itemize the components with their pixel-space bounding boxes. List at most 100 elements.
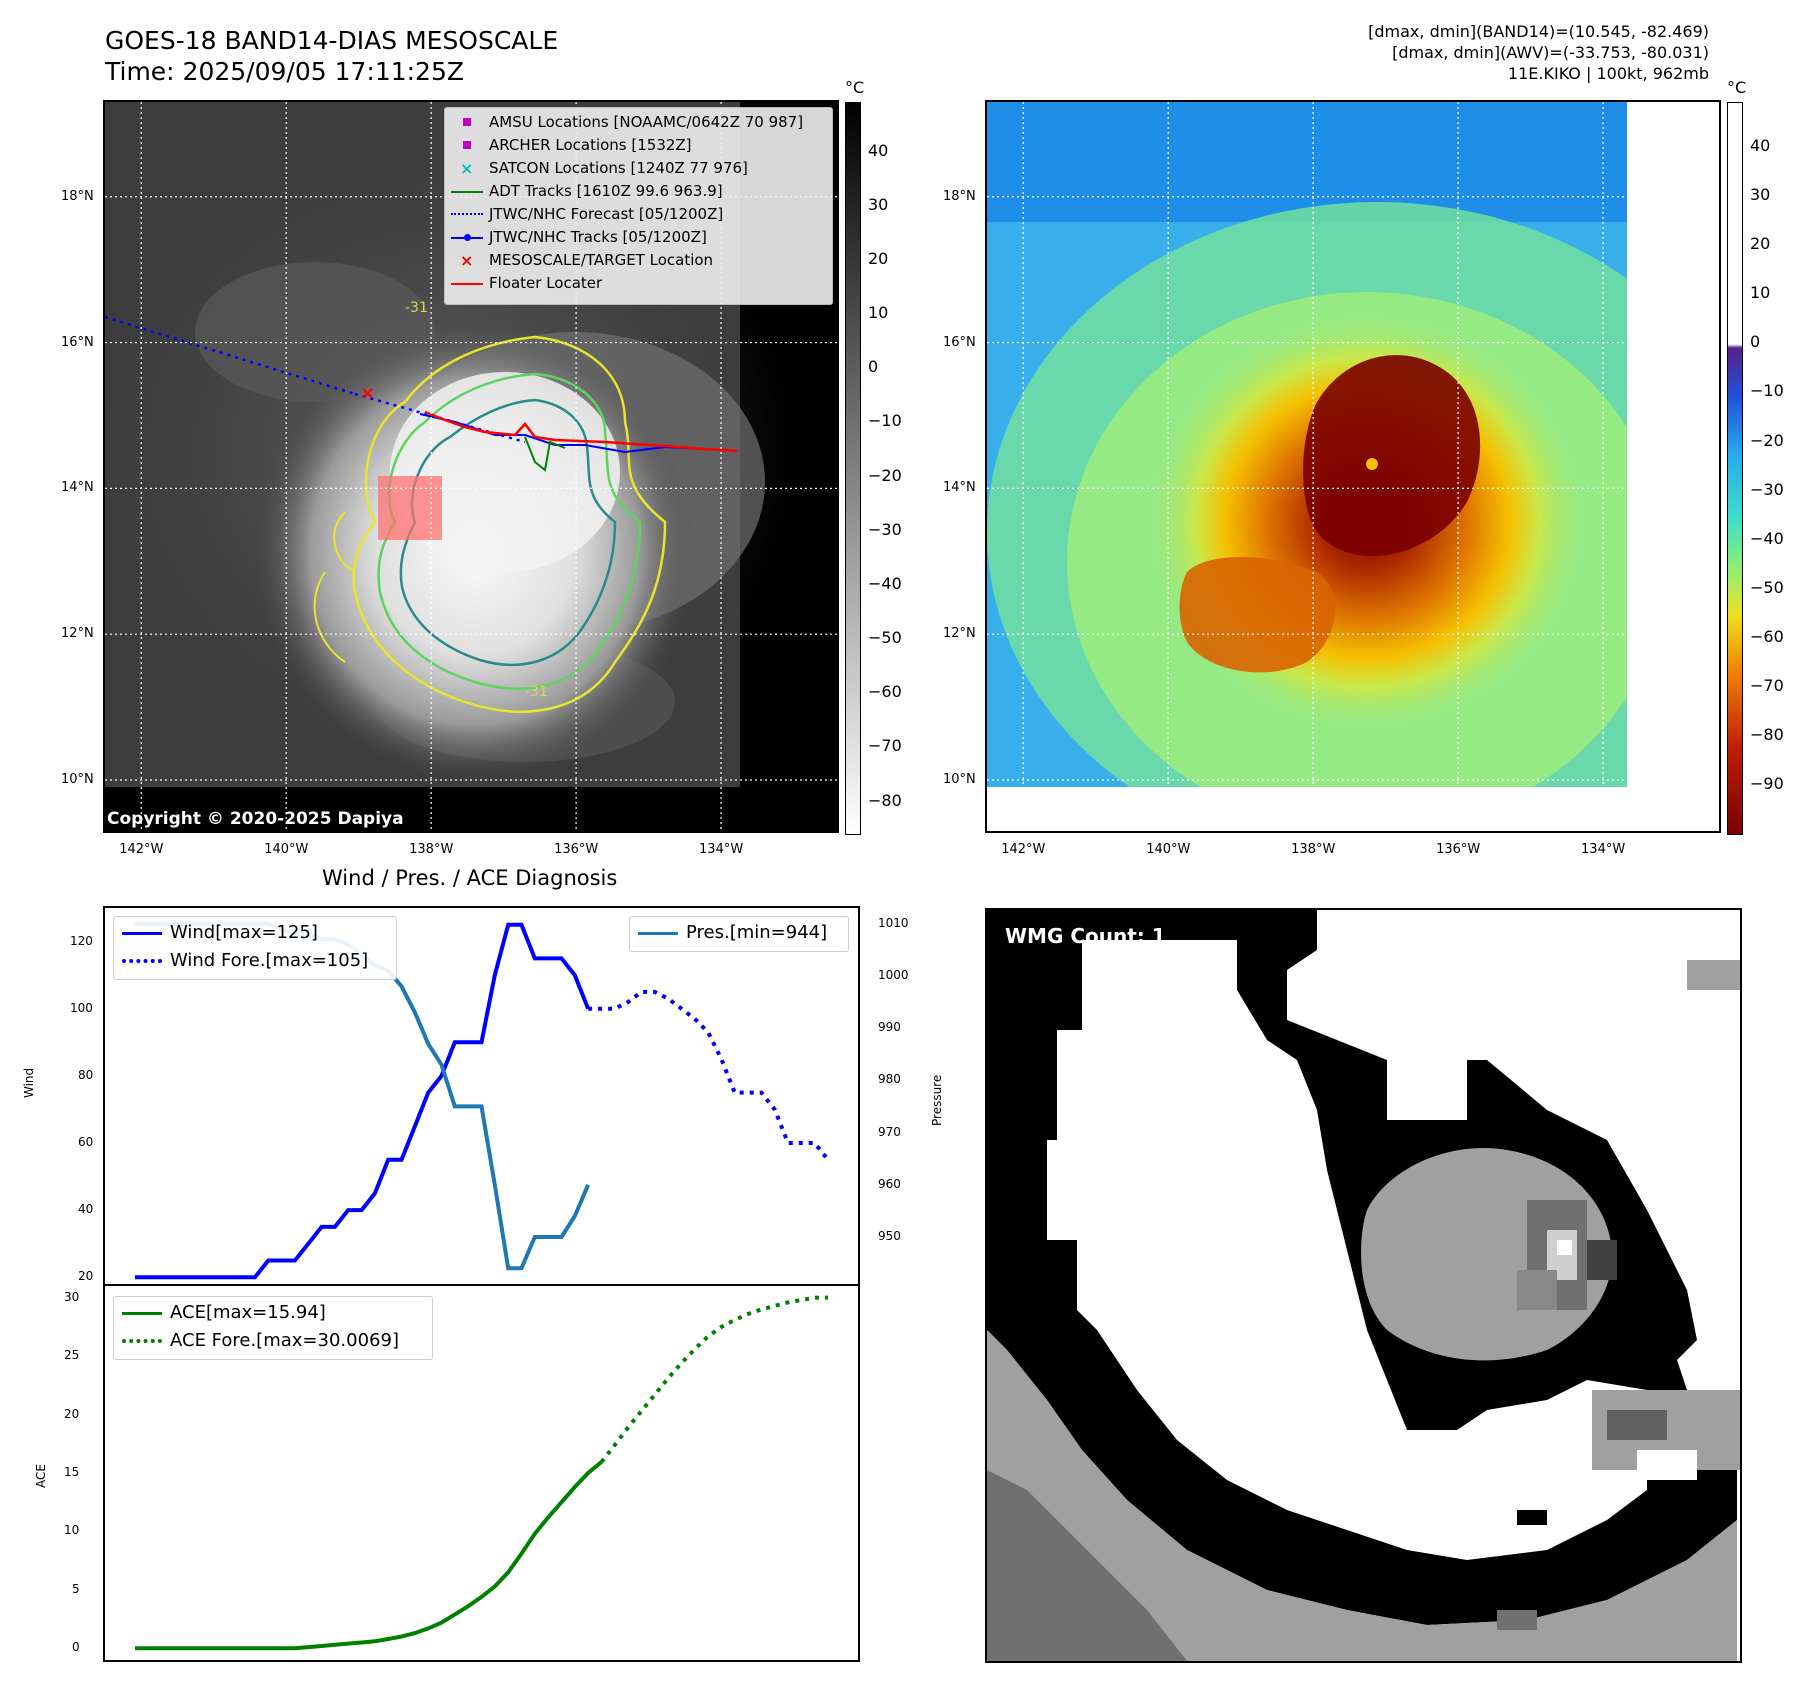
colorbar_color-colorbar-tick: −30 bbox=[1750, 479, 1784, 499]
pressure-tick: 960 bbox=[878, 1176, 901, 1191]
wmg-map: WMG Count: 1 bbox=[985, 908, 1742, 1663]
color-lon-tick: 134°W bbox=[1581, 842, 1626, 857]
color-lat-tick: 18°N bbox=[943, 188, 976, 204]
gray-lat-tick: 14°N bbox=[61, 480, 94, 496]
colorbar_gray-colorbar-tick: −10 bbox=[868, 411, 902, 431]
colorbar-color bbox=[1727, 102, 1743, 835]
map-legend-item: × MESOSCALE/TARGET Location bbox=[445, 249, 832, 272]
wind-tick: 20 bbox=[78, 1269, 94, 1284]
pressure-tick: 990 bbox=[878, 1020, 901, 1035]
ace-svg bbox=[135, 1295, 829, 1651]
map-legend-item: × SATCON Locations [1240Z 77 976] bbox=[445, 157, 832, 180]
colorbar_gray-colorbar-tick: −80 bbox=[868, 790, 902, 810]
info-line2: [dmax, dmin](AWV)=(-33.753, -80.031) bbox=[1392, 43, 1709, 62]
wmg-count: WMG Count: 1 bbox=[1005, 924, 1166, 948]
ace-tick: 30 bbox=[64, 1289, 80, 1304]
color-lon-tick: 136°W bbox=[1436, 842, 1481, 857]
gray-lon-tick: 140°W bbox=[264, 842, 309, 857]
color-lon-tick: 142°W bbox=[1001, 842, 1046, 857]
wind-tick: 100 bbox=[70, 1000, 93, 1015]
colorbar_color-colorbar-tick: −40 bbox=[1750, 528, 1784, 548]
colorbar-gray-unit: °C bbox=[845, 78, 865, 97]
map-legend-label: Floater Locater bbox=[489, 274, 603, 292]
pressure-tick: 970 bbox=[878, 1124, 901, 1139]
gray-lon-tick: 136°W bbox=[554, 842, 599, 857]
figure-title-line2: Time: 2025/09/05 17:11:25Z bbox=[105, 57, 464, 86]
wind-legend: Wind[max=125] Wind Fore.[max=105] bbox=[113, 916, 397, 980]
gray-lon-tick: 138°W bbox=[409, 842, 454, 857]
ace-forecast-series-line bbox=[599, 1295, 829, 1464]
colorbar_gray-colorbar-tick: −40 bbox=[868, 573, 902, 593]
map-legend-item: JTWC/NHC Tracks [05/1200Z] bbox=[445, 226, 832, 249]
pressure-tick: 950 bbox=[878, 1229, 901, 1243]
diagnosis-title: Wind / Pres. / ACE Diagnosis bbox=[322, 866, 618, 890]
map-legend-item: ARCHER Locations [1532Z] bbox=[445, 134, 832, 157]
copyright: Copyright © 2020-2025 Dapiya bbox=[107, 809, 404, 829]
colorbar_color-colorbar-tick: −50 bbox=[1750, 577, 1784, 597]
pressure-axis-label: Pressure bbox=[930, 1074, 944, 1126]
wmg-map-svg bbox=[987, 910, 1740, 1661]
colorbar_color-colorbar-tick: 30 bbox=[1750, 185, 1771, 205]
ir-color-map bbox=[985, 100, 1721, 833]
map-legend-item: AMSU Locations [NOAAMC/0642Z 70 987] bbox=[445, 111, 832, 134]
gray-lon-tick: 142°W bbox=[119, 842, 164, 857]
wind-series-line bbox=[135, 922, 590, 1280]
pressure-tick: 980 bbox=[878, 1072, 901, 1087]
colorbar_color-colorbar-tick: −70 bbox=[1750, 675, 1784, 695]
map-legend-label: SATCON Locations [1240Z 77 976] bbox=[489, 159, 748, 177]
pressure-legend: Pres.[min=944] bbox=[629, 916, 849, 952]
colorbar_gray-colorbar-tick: −70 bbox=[868, 736, 902, 756]
colorbar_gray-colorbar-tick: −60 bbox=[868, 682, 902, 702]
map-legend-item: Floater Locater bbox=[445, 272, 832, 295]
color-lon-tick: 138°W bbox=[1291, 842, 1336, 857]
wind-tick: 60 bbox=[78, 1135, 94, 1149]
wind-fore-legend-label: Wind Fore.[max=105] bbox=[170, 950, 369, 971]
ace-legend: ACE[max=15.94] ACE Fore.[max=30.0069] bbox=[113, 1296, 433, 1360]
contour-label-2: -31 bbox=[525, 684, 548, 700]
colorbar_gray-colorbar-tick: 20 bbox=[868, 249, 889, 269]
colorbar_color-colorbar-tick: −80 bbox=[1750, 724, 1784, 744]
gray-lat-tick: 12°N bbox=[61, 626, 94, 642]
colorbar_color-colorbar-tick: 40 bbox=[1750, 136, 1771, 156]
wind-pressure-plot: Wind[max=125] Wind Fore.[max=105] Pres.[… bbox=[103, 906, 860, 1286]
map-legend-label: JTWC/NHC Forecast [05/1200Z] bbox=[489, 205, 724, 223]
legend-marker-icon bbox=[445, 203, 489, 226]
ir-color-map-svg bbox=[987, 102, 1719, 831]
colorbar_gray-colorbar-tick: −20 bbox=[868, 465, 902, 485]
legend-marker-icon: × bbox=[460, 251, 474, 270]
color-lat-tick: 16°N bbox=[943, 334, 976, 350]
pressure-tick: 1000 bbox=[878, 967, 909, 982]
gray-lat-tick: 18°N bbox=[61, 188, 94, 204]
colorbar-color-unit: °C bbox=[1727, 78, 1747, 97]
colorbar_color-colorbar-tick: −90 bbox=[1750, 773, 1784, 793]
colorbar_color-colorbar-tick: −60 bbox=[1750, 626, 1784, 646]
pres-legend-label: Pres.[min=944] bbox=[686, 922, 828, 943]
color-lat-tick: 10°N bbox=[943, 771, 976, 787]
wind-legend-label: Wind[max=125] bbox=[170, 922, 318, 943]
ace-axis-label: ACE bbox=[34, 1464, 48, 1488]
color-lon-tick: 140°W bbox=[1146, 842, 1191, 857]
contour-label-1: -31 bbox=[405, 300, 428, 316]
gray-lon-tick: 134°W bbox=[699, 842, 744, 857]
legend-marker-icon: × bbox=[460, 159, 474, 178]
colorbar_gray-colorbar-tick: 30 bbox=[868, 194, 889, 214]
ace-tick: 0 bbox=[72, 1640, 80, 1655]
map-legend: AMSU Locations [NOAAMC/0642Z 70 987] ARCH… bbox=[444, 107, 833, 305]
map-legend-item: ADT Tracks [1610Z 99.6 963.9] bbox=[445, 180, 832, 203]
info-line1: [dmax, dmin](BAND14)=(10.545, -82.469) bbox=[1368, 22, 1709, 41]
gray-lat-tick: 10°N bbox=[61, 771, 94, 787]
map-legend-label: AMSU Locations [NOAAMC/0642Z 70 987] bbox=[489, 113, 804, 131]
ace-tick: 20 bbox=[64, 1406, 80, 1421]
wind-tick: 40 bbox=[78, 1202, 94, 1217]
map-legend-label: MESOSCALE/TARGET Location bbox=[489, 251, 714, 269]
ace-tick: 5 bbox=[72, 1581, 80, 1596]
ace-tick: 15 bbox=[64, 1465, 80, 1479]
legend-marker-icon bbox=[445, 180, 489, 203]
target-x-mark: × bbox=[360, 383, 375, 404]
map-legend-label: ARCHER Locations [1532Z] bbox=[489, 136, 692, 154]
wind-tick: 80 bbox=[78, 1067, 94, 1082]
gray-lat-tick: 16°N bbox=[61, 334, 94, 350]
ace-legend-label: ACE[max=15.94] bbox=[170, 1302, 326, 1323]
legend-marker-icon bbox=[445, 134, 489, 157]
map-legend-label: JTWC/NHC Tracks [05/1200Z] bbox=[489, 228, 707, 246]
